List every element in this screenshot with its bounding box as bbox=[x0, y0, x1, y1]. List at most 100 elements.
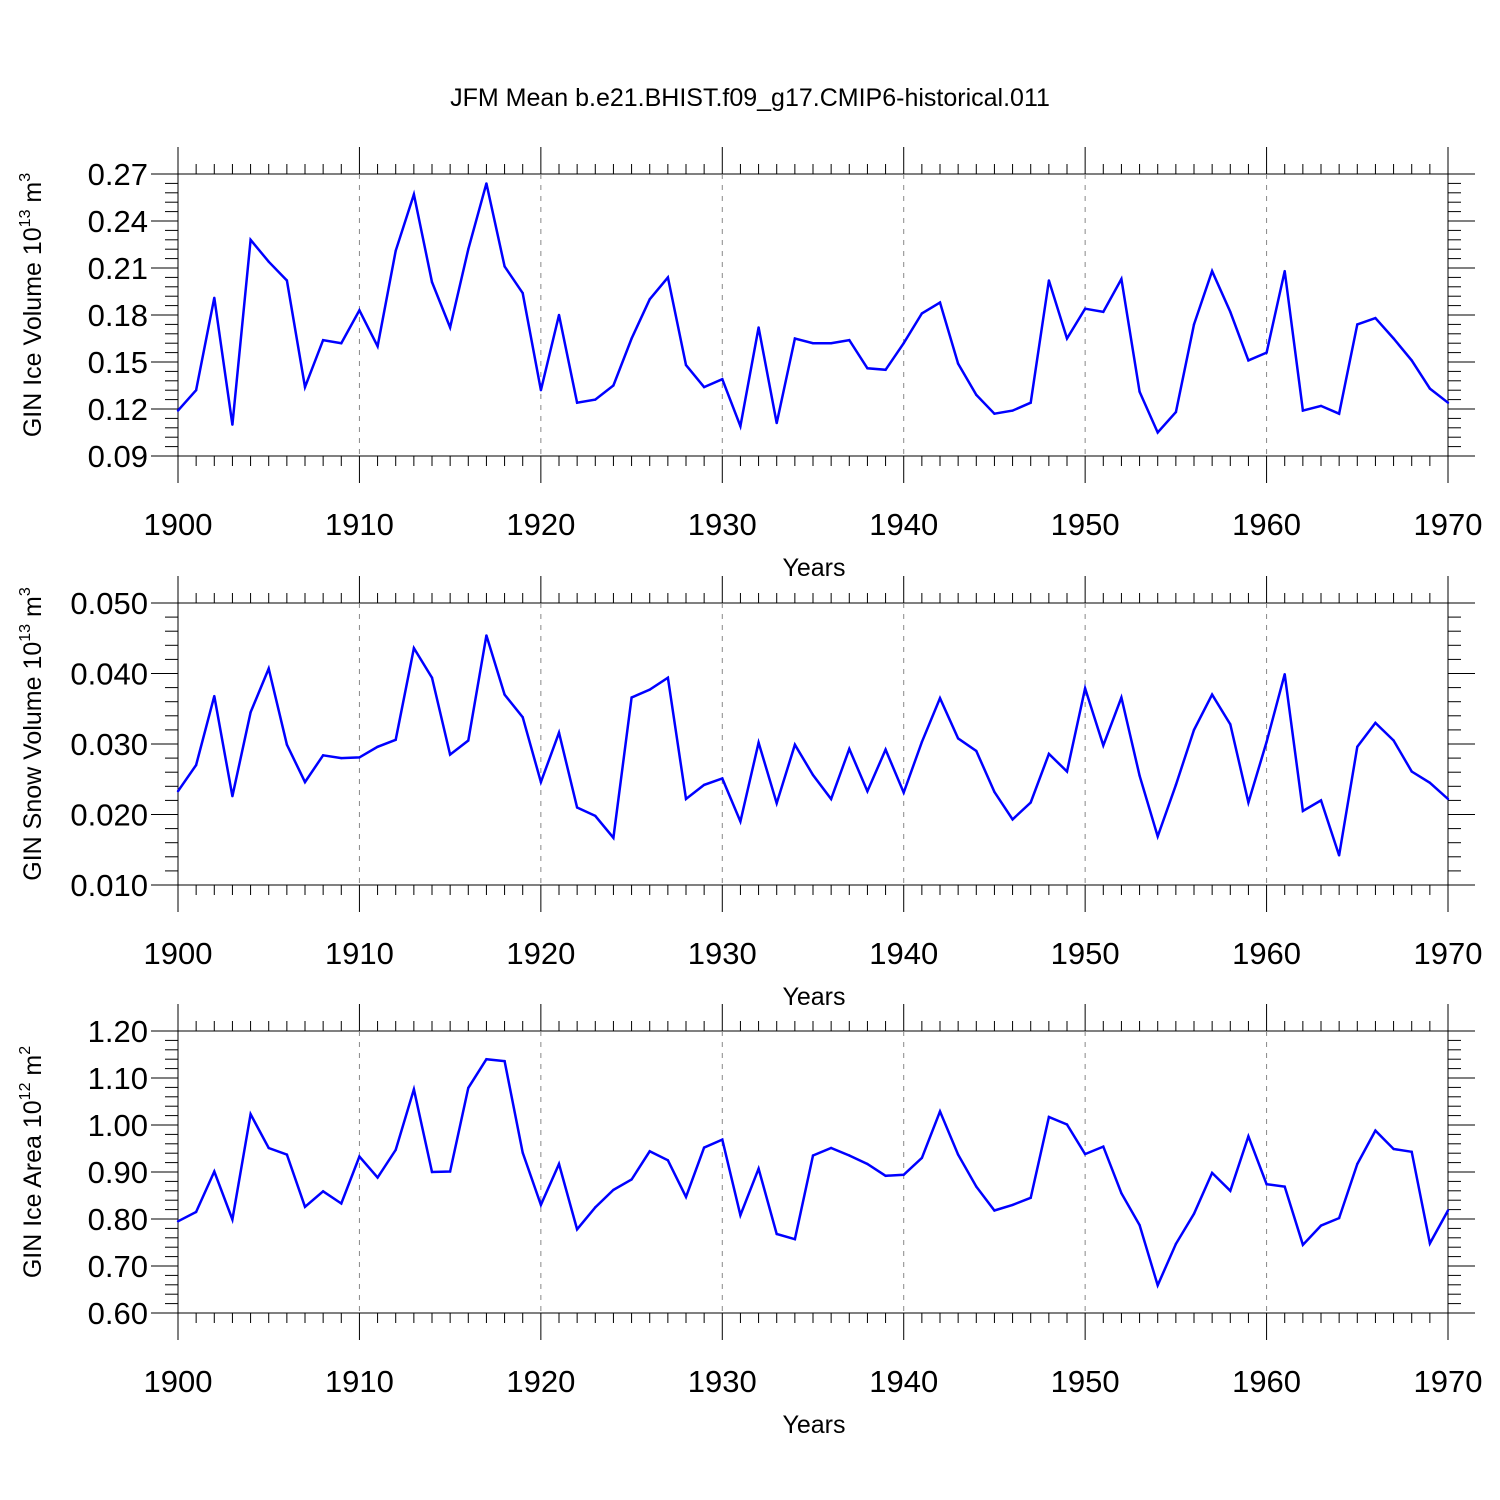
data-point bbox=[1301, 409, 1305, 412]
data-point bbox=[702, 385, 706, 389]
data-point bbox=[539, 1203, 543, 1207]
data-point bbox=[1247, 359, 1250, 362]
data-point bbox=[321, 338, 325, 342]
data-point bbox=[848, 1154, 851, 1157]
data-point bbox=[1156, 835, 1159, 838]
data-point bbox=[267, 667, 270, 670]
data-point bbox=[1319, 404, 1323, 408]
data-point bbox=[249, 238, 252, 241]
data-point bbox=[757, 741, 760, 744]
x-tick-label: 1930 bbox=[688, 1364, 757, 1399]
data-point bbox=[1374, 721, 1377, 725]
data-point bbox=[1319, 799, 1323, 802]
data-point bbox=[557, 1162, 561, 1166]
data-point bbox=[231, 423, 234, 426]
data-point bbox=[1446, 401, 1450, 404]
data-point bbox=[376, 745, 379, 748]
data-point bbox=[829, 1146, 833, 1150]
data-point bbox=[1428, 387, 1432, 390]
data-point bbox=[575, 1228, 579, 1231]
data-point bbox=[1356, 1162, 1359, 1166]
data-point bbox=[1174, 1242, 1178, 1246]
data-point bbox=[739, 425, 742, 428]
data-point bbox=[575, 401, 579, 404]
x-tick-label: 1970 bbox=[1414, 507, 1483, 542]
data-point bbox=[1229, 1189, 1232, 1193]
data-point bbox=[775, 802, 778, 805]
y-tick-label: 0.21 bbox=[88, 251, 148, 286]
data-point bbox=[213, 296, 216, 299]
data-point bbox=[721, 777, 724, 780]
data-point bbox=[684, 797, 688, 801]
data-point bbox=[485, 182, 488, 185]
data-point bbox=[1410, 770, 1413, 773]
data-point bbox=[630, 337, 633, 340]
data-point bbox=[303, 780, 307, 784]
x-tick-label: 1970 bbox=[1414, 936, 1483, 971]
data-point bbox=[448, 326, 452, 329]
data-point bbox=[1065, 337, 1069, 340]
data-point bbox=[1283, 269, 1286, 273]
data-point bbox=[1102, 744, 1105, 747]
data-point bbox=[1229, 723, 1232, 726]
y-axis-title: GIN Ice Area 1012 m2 bbox=[17, 1046, 47, 1278]
data-point bbox=[267, 260, 270, 263]
data-point bbox=[448, 1170, 452, 1173]
data-point bbox=[1319, 1224, 1323, 1227]
data-point bbox=[1247, 1135, 1250, 1138]
data-point bbox=[521, 291, 524, 295]
data-point bbox=[975, 393, 978, 397]
data-point bbox=[303, 1205, 307, 1209]
data-point bbox=[702, 783, 706, 787]
data-point bbox=[285, 1153, 289, 1156]
data-point bbox=[884, 1174, 887, 1178]
data-point bbox=[1265, 740, 1268, 744]
data-point bbox=[757, 326, 760, 329]
data-point bbox=[1065, 1123, 1069, 1126]
data-point bbox=[503, 693, 506, 696]
data-point bbox=[340, 342, 343, 345]
x-tick-label: 1950 bbox=[1051, 507, 1120, 542]
x-tick-label: 1900 bbox=[144, 507, 213, 542]
data-point bbox=[448, 753, 452, 756]
data-point bbox=[884, 368, 887, 371]
series-line-snow-volume bbox=[176, 635, 1449, 856]
data-point bbox=[1120, 277, 1123, 281]
data-point bbox=[956, 1153, 960, 1156]
data-point bbox=[249, 711, 252, 714]
series-line-ice-volume bbox=[177, 183, 1449, 435]
data-point bbox=[1392, 1147, 1395, 1151]
y-tick-label: 0.020 bbox=[70, 798, 148, 833]
y-tick-label: 1.10 bbox=[88, 1061, 148, 1096]
data-point bbox=[285, 279, 289, 282]
data-point bbox=[648, 1150, 651, 1153]
y-tick-label: 0.010 bbox=[70, 868, 148, 903]
data-point bbox=[1392, 739, 1395, 742]
data-point bbox=[1446, 797, 1450, 801]
y-tick-label: 0.050 bbox=[70, 586, 148, 621]
data-point bbox=[1011, 409, 1014, 412]
x-tick-label: 1960 bbox=[1232, 1364, 1301, 1399]
y-tick-label: 0.27 bbox=[88, 157, 148, 192]
data-point bbox=[993, 1209, 996, 1212]
data-point bbox=[1337, 1216, 1341, 1220]
data-point bbox=[902, 1173, 905, 1177]
y-tick-label: 0.24 bbox=[88, 204, 148, 239]
data-point bbox=[648, 298, 651, 301]
y-tick-label: 1.20 bbox=[88, 1014, 148, 1049]
data-point bbox=[866, 367, 869, 370]
data-point bbox=[1374, 1129, 1377, 1132]
data-point bbox=[1265, 1183, 1268, 1186]
data-point bbox=[267, 1146, 270, 1150]
data-point bbox=[485, 1058, 488, 1061]
data-point bbox=[176, 1220, 180, 1223]
data-point bbox=[1065, 770, 1069, 773]
data-point bbox=[1210, 269, 1214, 273]
data-point bbox=[975, 749, 978, 753]
data-point bbox=[1356, 745, 1359, 748]
data-point bbox=[1083, 1152, 1087, 1156]
data-point bbox=[1247, 801, 1250, 804]
data-point bbox=[1392, 337, 1395, 340]
data-point bbox=[1174, 783, 1178, 787]
data-point bbox=[612, 1188, 615, 1192]
